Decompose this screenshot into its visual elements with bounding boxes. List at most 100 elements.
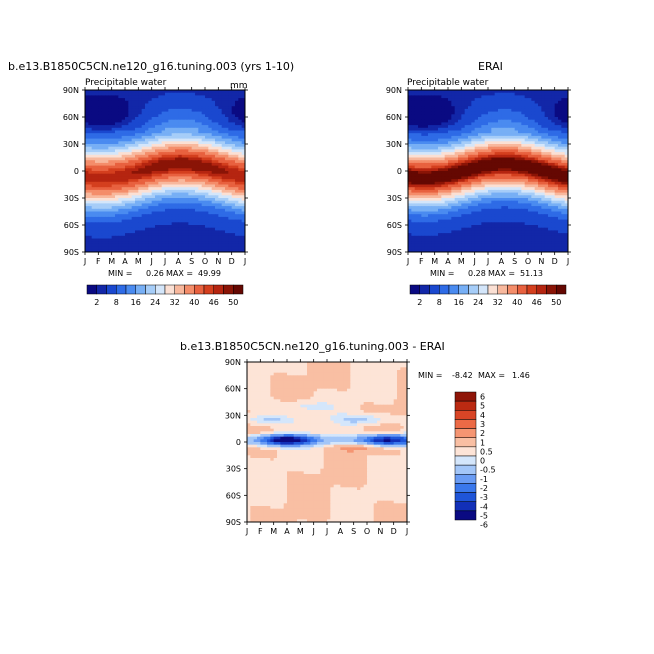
heatmap-cell	[454, 165, 459, 169]
heatmap-cell	[218, 108, 223, 112]
heatmap-cell	[504, 119, 509, 123]
heatmap-cell	[125, 127, 129, 131]
heatmap-cell	[165, 198, 169, 202]
heatmap-cell	[188, 92, 193, 96]
heatmap-cell	[411, 100, 416, 104]
heatmap-cell	[178, 171, 183, 175]
heatmap-cell	[411, 173, 416, 177]
heatmap-cell	[221, 95, 226, 99]
heatmap-cell	[511, 181, 516, 185]
heatmap-cell	[218, 92, 223, 96]
heatmap-cell	[508, 173, 512, 177]
heatmap-cell	[431, 138, 436, 142]
heatmap-cell	[421, 103, 426, 107]
heatmap-cell	[221, 135, 226, 139]
heatmap-cell	[225, 219, 229, 223]
heatmap-cell	[518, 189, 522, 193]
heatmap-cell	[414, 171, 419, 175]
heatmap-cell	[225, 157, 229, 161]
heatmap-cell	[115, 227, 119, 231]
heatmap-cell	[145, 103, 149, 107]
heatmap-cell	[474, 98, 479, 102]
heatmap-cell	[228, 222, 233, 226]
heatmap-cell	[414, 127, 419, 131]
heatmap-cell	[145, 125, 149, 129]
heatmap-cell	[474, 90, 479, 94]
heatmap-cell	[491, 187, 496, 191]
heatmap-cell	[498, 106, 502, 110]
heatmap-cell	[524, 189, 529, 193]
heatmap-cell	[514, 146, 519, 150]
heatmap-cell	[85, 157, 89, 161]
heatmap-cell	[198, 230, 203, 234]
heatmap-cell	[408, 146, 412, 150]
heatmap-cell	[454, 103, 459, 107]
heatmap-cell	[225, 246, 229, 250]
heatmap-cell	[161, 111, 166, 115]
heatmap-cell	[478, 173, 482, 177]
heatmap-cell	[95, 219, 99, 223]
heatmap-cell	[131, 117, 136, 121]
heatmap-cell	[85, 238, 89, 242]
heatmap-cell	[431, 141, 436, 145]
heatmap-cell	[168, 98, 173, 102]
heatmap-cell	[221, 187, 226, 191]
heatmap-cell	[168, 138, 173, 142]
heatmap-cell	[558, 171, 562, 175]
heatmap-cell	[548, 95, 552, 99]
heatmap-cell	[185, 192, 189, 196]
heatmap-cell	[231, 238, 236, 242]
heatmap-cell	[101, 135, 106, 139]
heatmap-cell	[444, 103, 449, 107]
heatmap-cell	[98, 216, 103, 220]
heatmap-cell	[98, 214, 103, 218]
heatmap-cell	[108, 211, 113, 215]
heatmap-cell	[451, 108, 456, 112]
heatmap-cell	[168, 130, 173, 134]
heatmap-cell	[408, 133, 412, 137]
heatmap-cell	[151, 162, 156, 166]
heatmap-cell	[474, 117, 479, 121]
heatmap-cell	[491, 171, 496, 175]
heatmap-cell	[431, 106, 436, 110]
heatmap-cell	[135, 222, 139, 226]
heatmap-cell	[95, 168, 99, 172]
heatmap-cell	[218, 225, 223, 229]
heatmap-cell	[458, 133, 462, 137]
heatmap-cell	[191, 103, 196, 107]
heatmap-cell	[185, 200, 189, 204]
heatmap-cell	[181, 219, 186, 223]
heatmap-cell	[538, 135, 542, 139]
heatmap-cell	[125, 100, 129, 104]
heatmap-cell	[161, 184, 166, 188]
heatmap-cell	[105, 192, 109, 196]
heatmap-cell	[131, 119, 136, 123]
heatmap-cell	[564, 90, 569, 94]
heatmap-cell	[474, 152, 479, 156]
heatmap-cell	[428, 192, 432, 196]
heatmap-cell	[411, 192, 416, 196]
heatmap-cell	[454, 162, 459, 166]
heatmap-cell	[481, 127, 486, 131]
heatmap-cell	[511, 146, 516, 150]
heatmap-cell	[228, 103, 233, 107]
heatmap-cell	[151, 173, 156, 177]
heatmap-cell	[454, 95, 459, 99]
heatmap-cell	[145, 235, 149, 239]
heatmap-cell	[441, 187, 446, 191]
heatmap-cell	[508, 171, 512, 175]
heatmap-cell	[121, 111, 126, 115]
heatmap-cell	[225, 122, 229, 126]
heatmap-cell	[185, 249, 189, 253]
heatmap-cell	[231, 111, 236, 115]
heatmap-cell	[195, 95, 199, 99]
heatmap-cell	[135, 165, 139, 169]
heatmap-cell	[148, 233, 153, 237]
heatmap-cell	[148, 160, 153, 164]
heatmap-cell	[554, 165, 559, 169]
heatmap-cell	[441, 173, 446, 177]
heatmap-cell	[171, 103, 176, 107]
heatmap-cell	[145, 179, 149, 183]
heatmap-cell	[195, 173, 199, 177]
heatmap-cell	[414, 184, 419, 188]
